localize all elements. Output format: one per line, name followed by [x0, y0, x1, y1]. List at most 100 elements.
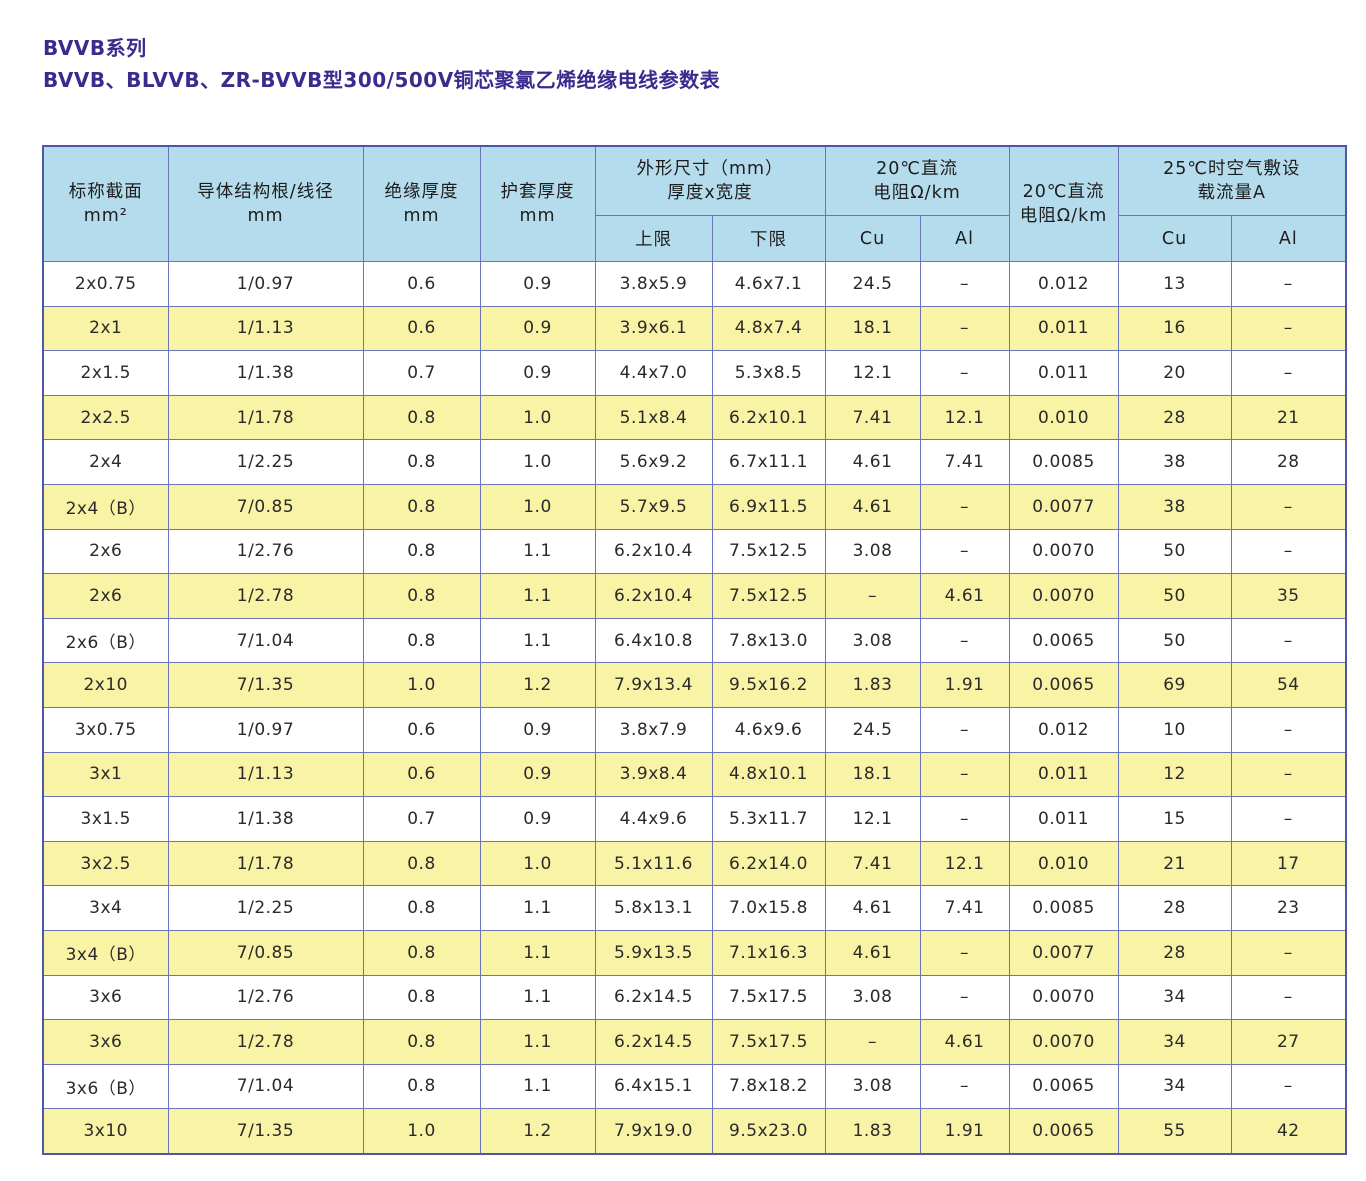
cell-resistance-cu: 3.08	[824, 528, 921, 575]
cell-resistance-al: –	[919, 528, 1010, 575]
cell-dim-upper: 3.9x6.1	[594, 305, 713, 352]
cell-conductor: 1/1.38	[167, 796, 364, 842]
cell-conductor: 1/1.13	[167, 751, 364, 798]
cell-capacity-al: –	[1230, 796, 1347, 842]
cell-insulation: 0.8	[362, 1063, 481, 1110]
cell-capacity-cu: 12	[1117, 751, 1232, 798]
cell-conductor: 1/1.78	[167, 840, 364, 887]
header-resistance2-line1: 20℃直流	[1022, 182, 1105, 202]
header-resistance-line1: 20℃直流	[876, 159, 958, 179]
cell-dim-upper: 5.8x13.1	[594, 885, 713, 931]
cell-capacity-al: –	[1230, 483, 1347, 530]
header-dimensions-group: 外形尺寸（mm） 厚度x宽度	[594, 145, 826, 216]
header-sheath-line1: 护套厚度	[500, 182, 575, 202]
cell-dim-upper: 7.9x19.0	[594, 1108, 713, 1155]
cell-resistance2: 0.011	[1008, 305, 1119, 352]
cell-sheath: 1.1	[479, 885, 596, 931]
cell-capacity-cu: 38	[1117, 483, 1232, 530]
cell-resistance2: 0.0077	[1008, 929, 1119, 976]
header-resistance2-line2: 电阻Ω/km	[1019, 206, 1108, 226]
header-capacity-line1: 25℃时空气敷设	[1163, 159, 1301, 179]
cell-section: 2x2.5	[42, 394, 169, 441]
cell-insulation: 0.8	[362, 840, 481, 887]
cell-capacity-cu: 28	[1117, 929, 1232, 976]
cell-dim-lower: 4.8x10.1	[711, 751, 826, 798]
cell-capacity-al: –	[1230, 751, 1347, 798]
cell-conductor: 7/0.85	[167, 929, 364, 976]
cell-capacity-cu: 13	[1117, 261, 1232, 307]
cell-resistance-al: 4.61	[919, 1019, 1010, 1065]
cell-dim-lower: 6.9x11.5	[711, 483, 826, 530]
cell-sheath: 0.9	[479, 751, 596, 798]
cell-capacity-al: 21	[1230, 394, 1347, 441]
cell-resistance-cu: –	[824, 1019, 921, 1065]
cell-resistance-cu: 1.83	[824, 1108, 921, 1155]
header-section: 标称截面 mm²	[42, 145, 169, 262]
cell-resistance-al: 4.61	[919, 573, 1010, 619]
cell-sheath: 1.0	[479, 840, 596, 887]
page-title-line1: BVVB系列	[43, 36, 147, 60]
cell-resistance2: 0.012	[1008, 261, 1119, 307]
cell-resistance-cu: 18.1	[824, 751, 921, 798]
cell-resistance-cu: 3.08	[824, 1063, 921, 1110]
cell-resistance-al: 12.1	[919, 394, 1010, 441]
cell-resistance-cu: –	[824, 573, 921, 619]
cell-sheath: 0.9	[479, 796, 596, 842]
cell-resistance-al: –	[919, 751, 1010, 798]
cell-dim-lower: 6.2x14.0	[711, 840, 826, 887]
table-body: 2x0.75 1/0.97 0.6 0.9 3.8x5.9 4.6x7.1 24…	[42, 261, 1347, 1155]
cell-section: 2x6（B）	[42, 617, 169, 664]
cell-dim-lower: 6.2x10.1	[711, 394, 826, 441]
table-row: 3x4 1/2.25 0.8 1.1 5.8x13.1 7.0x15.8 4.6…	[42, 885, 1347, 931]
cell-capacity-al: 23	[1230, 885, 1347, 931]
cell-conductor: 7/1.04	[167, 1063, 364, 1110]
cell-section: 3x2.5	[42, 840, 169, 887]
cell-resistance2: 0.0065	[1008, 662, 1119, 708]
cell-dim-upper: 6.2x14.5	[594, 974, 713, 1021]
table-row: 3x10 7/1.35 1.0 1.2 7.9x19.0 9.5x23.0 1.…	[42, 1108, 1347, 1155]
subheader-lower-limit: 下限	[711, 215, 826, 262]
header-capacity-group: 25℃时空气敷设 载流量A	[1117, 145, 1347, 216]
cell-dim-upper: 5.6x9.2	[594, 439, 713, 485]
cell-section: 3x1.5	[42, 796, 169, 842]
cell-sheath: 0.9	[479, 706, 596, 753]
cell-section: 3x6	[42, 974, 169, 1021]
cell-sheath: 1.1	[479, 1019, 596, 1065]
cell-capacity-al: 35	[1230, 573, 1347, 619]
header-sheath-line2: mm	[519, 206, 556, 226]
cell-resistance-cu: 12.1	[824, 350, 921, 396]
header-conductor-line1: 导体结构根/线径	[197, 182, 334, 202]
cell-capacity-al: –	[1230, 261, 1347, 307]
cell-resistance-cu: 12.1	[824, 796, 921, 842]
cell-insulation: 0.8	[362, 974, 481, 1021]
cell-capacity-cu: 15	[1117, 796, 1232, 842]
cell-resistance-cu: 1.83	[824, 662, 921, 708]
cell-section: 2x6	[42, 573, 169, 619]
cell-dim-upper: 5.7x9.5	[594, 483, 713, 530]
cell-resistance-cu: 3.08	[824, 974, 921, 1021]
table-row: 3x6 1/2.78 0.8 1.1 6.2x14.5 7.5x17.5 – 4…	[42, 1019, 1347, 1065]
cell-conductor: 1/0.97	[167, 706, 364, 753]
cell-section: 3x6	[42, 1019, 169, 1065]
cell-capacity-cu: 16	[1117, 305, 1232, 352]
cell-dim-upper: 6.4x10.8	[594, 617, 713, 664]
cell-sheath: 1.1	[479, 617, 596, 664]
cell-section: 2x10	[42, 662, 169, 708]
cell-section: 3x0.75	[42, 706, 169, 753]
cell-capacity-cu: 28	[1117, 885, 1232, 931]
cell-dim-lower: 9.5x23.0	[711, 1108, 826, 1155]
cell-section: 3x1	[42, 751, 169, 798]
cell-sheath: 1.0	[479, 439, 596, 485]
cell-dim-lower: 5.3x11.7	[711, 796, 826, 842]
cell-section: 2x4	[42, 439, 169, 485]
cell-dim-upper: 3.8x5.9	[594, 261, 713, 307]
cell-resistance2: 0.011	[1008, 350, 1119, 396]
cell-dim-lower: 5.3x8.5	[711, 350, 826, 396]
cell-resistance-al: –	[919, 796, 1010, 842]
cell-capacity-al: –	[1230, 929, 1347, 976]
cell-dim-lower: 7.5x12.5	[711, 528, 826, 575]
cell-dim-lower: 7.5x12.5	[711, 573, 826, 619]
cell-conductor: 1/2.25	[167, 885, 364, 931]
cell-dim-lower: 7.8x18.2	[711, 1063, 826, 1110]
cell-dim-upper: 4.4x9.6	[594, 796, 713, 842]
